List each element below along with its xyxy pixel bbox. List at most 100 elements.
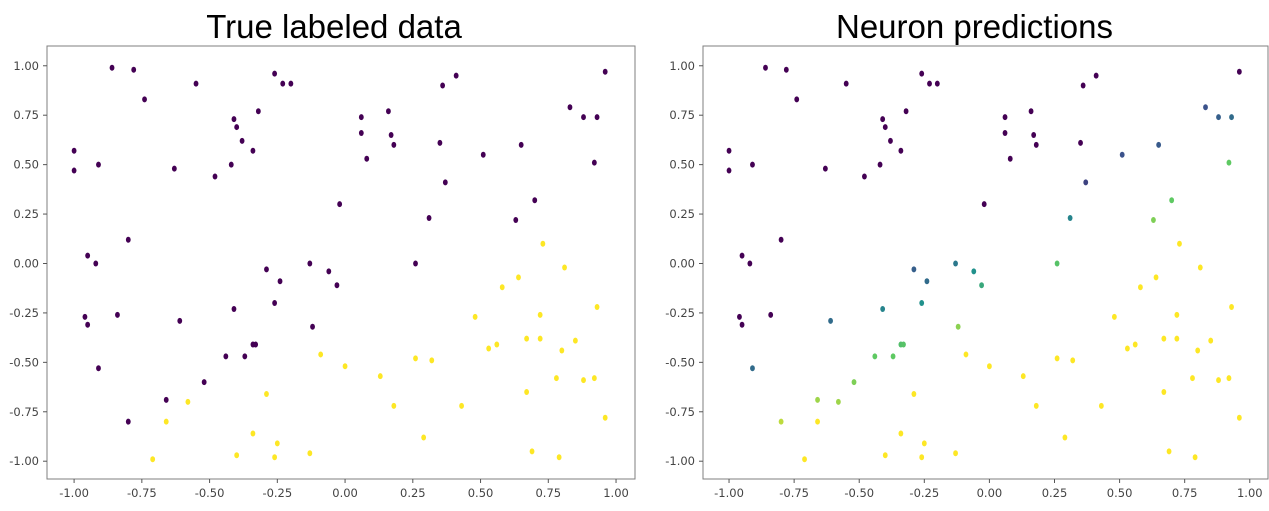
scatter-point <box>426 215 432 222</box>
scatter-point <box>1098 402 1104 409</box>
scatter-point <box>1067 215 1073 222</box>
scatter-point <box>1174 311 1180 318</box>
scatter-point <box>277 278 283 285</box>
scatter-point <box>1190 375 1195 382</box>
scatter-point <box>171 165 177 172</box>
y-tick-label: 0.25 <box>13 207 39 221</box>
scatter-point <box>150 456 156 463</box>
scatter-point <box>337 201 343 208</box>
y-tick-label: 1.00 <box>13 59 39 73</box>
scatter-point <box>882 452 888 459</box>
scatter-point <box>963 351 969 358</box>
scatter-point <box>93 260 99 267</box>
scatter-point <box>581 377 586 384</box>
scatter-point <box>109 64 115 71</box>
scatter-point <box>125 418 131 425</box>
x-tick-label: 0.25 <box>1042 486 1068 500</box>
y-tick-label: 1.00 <box>669 59 695 73</box>
scatter-point <box>880 305 886 312</box>
scatter-point <box>955 323 961 330</box>
y-tick-label: -0.50 <box>665 355 695 369</box>
scatter-point <box>890 353 896 360</box>
scatter-point <box>1138 284 1143 291</box>
plot-frame <box>702 45 1269 480</box>
y-tick-label: 0.00 <box>669 256 695 270</box>
scatter-point <box>572 337 578 344</box>
scatter-point <box>442 179 448 186</box>
y-tick-label: -1.00 <box>665 454 695 468</box>
scatter-point <box>1197 264 1203 271</box>
scatter-point <box>391 402 397 409</box>
scatter-point <box>318 351 324 358</box>
scatter-point <box>794 96 800 103</box>
scatter-point <box>499 284 505 291</box>
scatter-point <box>737 313 742 320</box>
scatter-point <box>255 108 261 115</box>
scatter-point <box>253 341 259 348</box>
scatter-point <box>85 321 91 328</box>
x-tick-label: -1.00 <box>714 486 744 500</box>
x-tick-label: 0.50 <box>468 486 494 500</box>
scatter-point <box>131 66 137 73</box>
scatter-point <box>1216 114 1221 121</box>
y-tick-label: -0.50 <box>9 355 39 369</box>
x-tick-label: 0.25 <box>400 486 426 500</box>
scatter-point <box>364 155 370 162</box>
scatter-point <box>778 418 784 425</box>
scatter-point <box>250 147 256 154</box>
y-tick-label: -0.25 <box>9 306 39 320</box>
scatter-point <box>1216 377 1221 384</box>
scatter-point <box>334 282 340 289</box>
scatter-point <box>228 161 234 168</box>
scatter-point <box>494 341 500 348</box>
scatter-point <box>272 454 278 461</box>
scatter-point <box>82 313 88 320</box>
scatter-point <box>1195 347 1201 354</box>
x-tick-label: 0.00 <box>332 486 358 500</box>
scatter-point <box>264 390 269 397</box>
x-tick-label: -0.75 <box>127 486 157 500</box>
scatter-point <box>1054 355 1060 362</box>
scatter-point <box>163 418 169 425</box>
x-tick-label: -0.25 <box>262 486 292 500</box>
x-tick-label: 1.00 <box>603 486 629 500</box>
left-chart-panel: True labeled data -1.00 -0.75 -0.50 -0.25 0.… <box>9 8 636 500</box>
x-tick-label: -0.50 <box>844 486 874 500</box>
scatter-point <box>524 335 530 342</box>
scatter-plot-neuron-predictions: -1.00 -0.75 -0.50 -0.25 0.00 0.25 0.50 0.75 1.00… <box>665 45 1269 500</box>
scatter-point <box>903 108 909 115</box>
scatter-point <box>193 80 199 87</box>
scatter-point <box>437 139 443 146</box>
scatter-point <box>591 375 597 382</box>
scatter-point <box>274 440 280 447</box>
scatter-point <box>96 161 101 168</box>
scatter-point <box>358 114 364 121</box>
scatter-point <box>828 317 833 324</box>
scatter-point <box>1031 131 1037 138</box>
scatter-point <box>1153 274 1159 281</box>
scatter-point <box>851 379 857 386</box>
scatter-point <box>310 323 315 330</box>
scatter-point <box>516 274 521 281</box>
scatter-point <box>1007 155 1013 162</box>
scatter-point <box>562 264 567 271</box>
scatter-point <box>212 173 218 180</box>
scatter-point <box>264 266 269 273</box>
scatter-point <box>1236 414 1242 421</box>
scatter-point <box>201 379 207 386</box>
scatter-point <box>921 440 927 447</box>
scatter-point <box>307 450 313 457</box>
scatter-point <box>1002 114 1008 121</box>
scatter-point <box>747 260 753 267</box>
scatter-point <box>726 167 732 174</box>
scatter-point <box>540 240 546 247</box>
scatter-point <box>513 216 519 223</box>
scatter-point <box>591 159 597 166</box>
scatter-point <box>524 389 530 396</box>
scatter-point <box>1002 129 1008 136</box>
y-tick-label: -0.25 <box>665 306 695 320</box>
scatter-point <box>1166 448 1172 455</box>
scatter-point <box>391 141 397 148</box>
scatter-point <box>358 129 364 136</box>
scatter-point <box>559 347 565 354</box>
